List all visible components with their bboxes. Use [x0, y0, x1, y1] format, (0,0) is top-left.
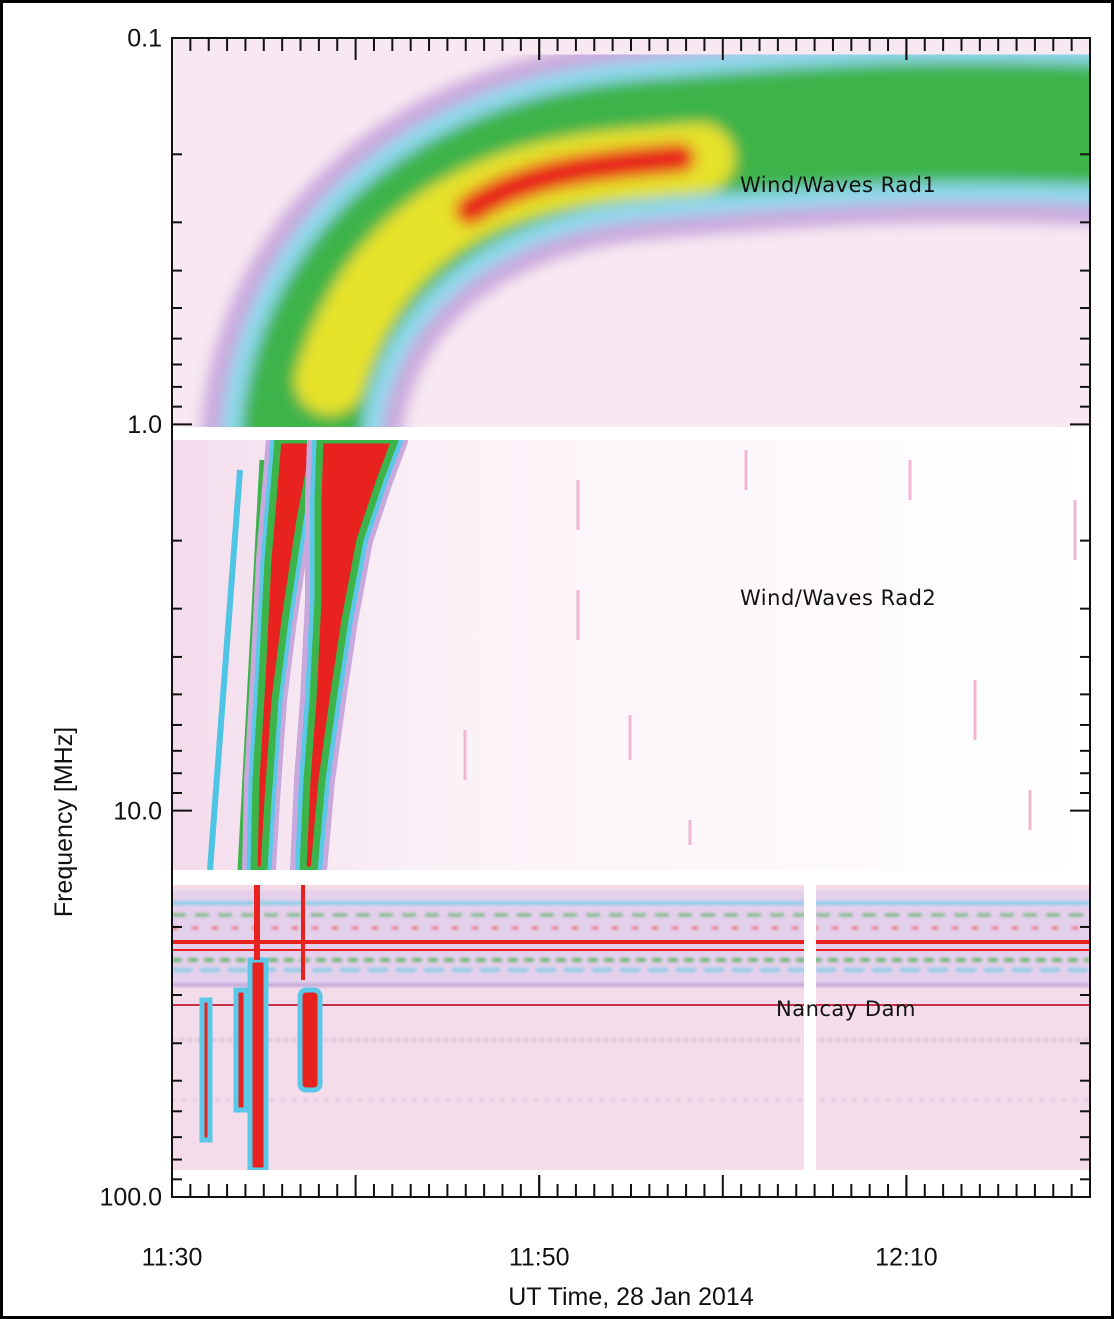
- y-tick-label: 100.0: [99, 1184, 162, 1212]
- annotation: Nancay Dam: [776, 997, 916, 1021]
- y-axis-label: Frequency [MHz]: [50, 727, 78, 917]
- y-tick-label: 0.1: [127, 25, 162, 53]
- y-tick-label: 1.0: [127, 411, 162, 439]
- annotation: Wind/Waves Rad2: [740, 586, 936, 610]
- spectrogram-image: [172, 38, 1090, 1197]
- x-tick-label: 11:50: [509, 1244, 570, 1272]
- x-tick-label: 12:10: [875, 1244, 938, 1272]
- y-tick-label: 10.0: [113, 797, 162, 825]
- annotation: Wind/Waves Rad1: [740, 173, 936, 197]
- x-tick-label: 11:30: [142, 1244, 203, 1272]
- x-axis-label: UT Time, 28 Jan 2014: [508, 1283, 754, 1311]
